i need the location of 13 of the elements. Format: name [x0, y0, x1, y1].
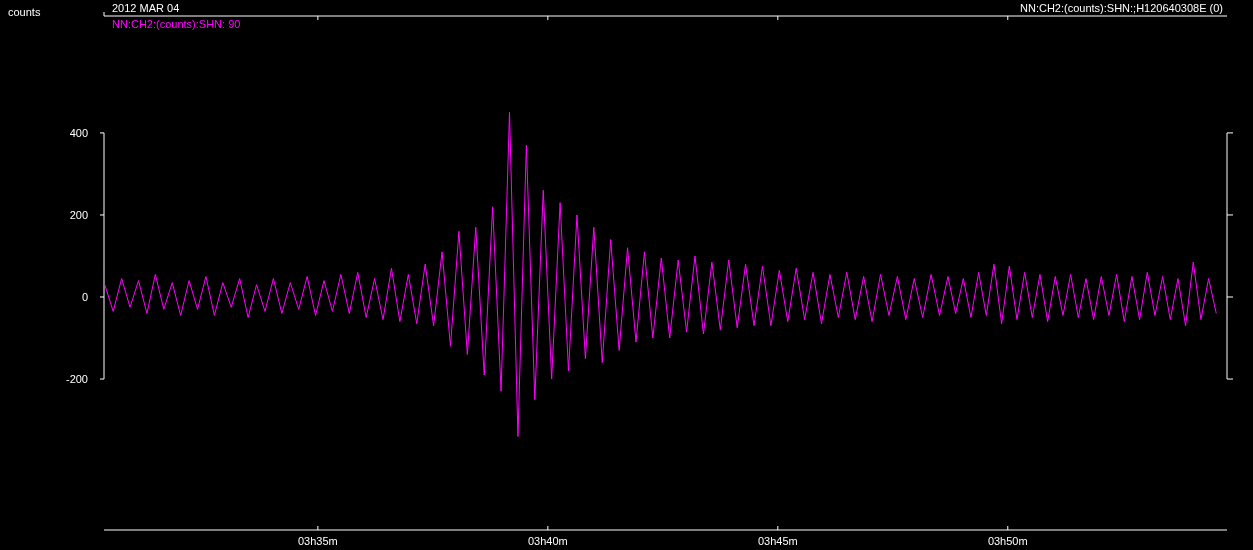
x-tick-label: 03h35m	[297, 535, 338, 547]
y-tick-label: 0	[81, 291, 88, 303]
line-series	[104, 111, 1217, 437]
chart-subtitle: 2012 MAR 04	[112, 2, 180, 14]
chart-title: NN:CH2:(counts):SHN:;H120640308E (0)	[1020, 2, 1223, 14]
x-tick-label: 03h40m	[527, 535, 568, 547]
y-tick-label: -200	[65, 373, 88, 386]
y-axis-title: counts	[8, 6, 41, 18]
text: NN:CH2:(counts):SHN: 90	[112, 18, 241, 30]
x-tick-label: 03h50m	[987, 535, 1028, 547]
x-tick-label: 03h45m	[757, 535, 798, 547]
y-tick-label: 400	[69, 126, 88, 139]
y-tick-label: 200	[69, 208, 88, 221]
